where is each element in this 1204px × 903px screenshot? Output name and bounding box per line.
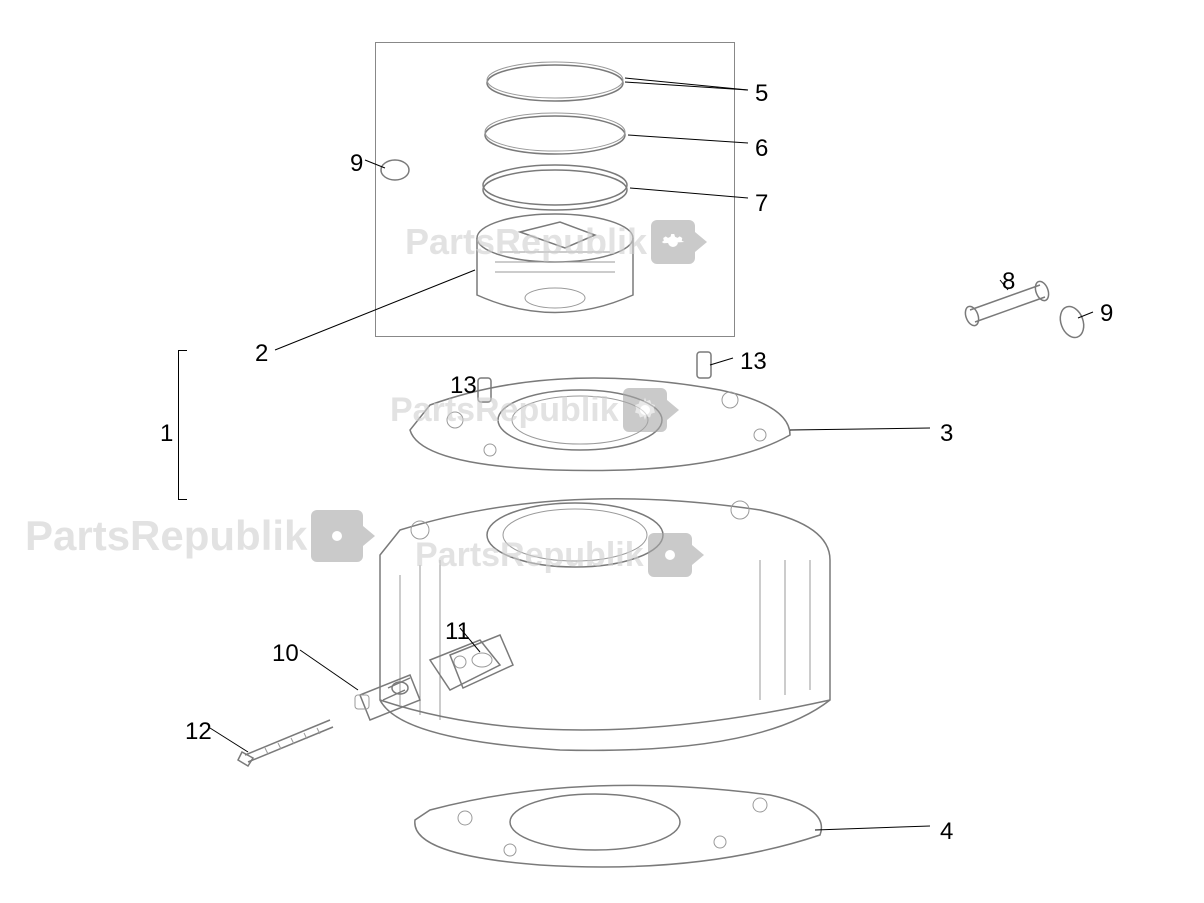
leader-lines <box>210 78 1093 830</box>
callout-12: 12 <box>185 718 212 746</box>
callout-7: 7 <box>755 190 768 218</box>
piston-pin <box>963 280 1088 341</box>
group-bracket-1 <box>178 350 179 500</box>
base-gasket <box>415 785 822 867</box>
exploded-diagram: 1 2 3 4 5 6 7 8 9 9 10 11 12 13 13 Parts… <box>0 0 1204 903</box>
callout-13b: 13 <box>450 372 477 400</box>
chain-tensioner <box>355 675 420 720</box>
callout-13a: 13 <box>740 348 767 376</box>
callout-10: 10 <box>272 640 299 668</box>
callout-4: 4 <box>940 818 953 846</box>
callout-5: 5 <box>755 80 768 108</box>
callout-9a: 9 <box>350 150 363 178</box>
callout-6: 6 <box>755 135 768 163</box>
parts-svg <box>0 0 1204 903</box>
callout-11: 11 <box>445 618 470 646</box>
callout-1: 1 <box>160 420 173 448</box>
piston <box>477 214 633 313</box>
dowel-pin-right <box>697 352 711 378</box>
tensioner-bolt <box>238 720 333 766</box>
callout-9b: 9 <box>1100 300 1113 328</box>
callout-2: 2 <box>255 340 268 368</box>
callout-3: 3 <box>940 420 953 448</box>
callout-8: 8 <box>1002 268 1015 296</box>
